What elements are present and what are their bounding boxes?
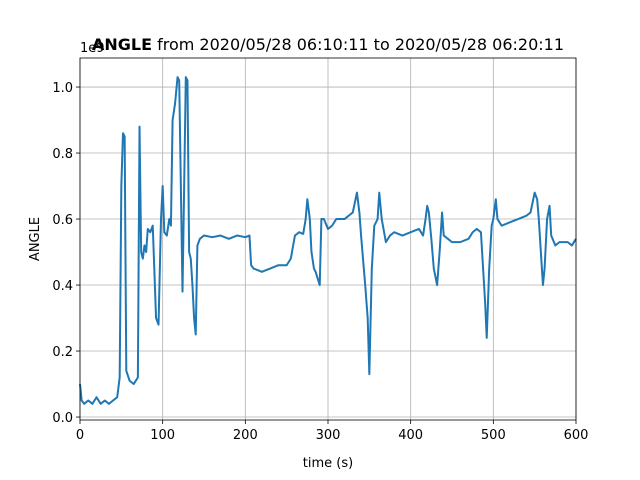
- x-tick-label: 100: [150, 428, 175, 443]
- y-tick-label: 0.6: [52, 213, 73, 228]
- plot-frame: [79, 57, 577, 421]
- title-bold: ANGLE: [92, 35, 152, 54]
- x-tick-label: 600: [564, 428, 589, 443]
- x-tick-label: 0: [76, 428, 84, 443]
- y-tick-label: 1.0: [52, 81, 73, 96]
- data-line: [79, 76, 577, 405]
- x-tick-label: 500: [481, 428, 506, 443]
- y-axis-label: ANGLE: [28, 217, 43, 261]
- y-offset-label: 1e9: [80, 41, 105, 56]
- x-tick-label: 300: [316, 428, 341, 443]
- x-tick-label: 400: [398, 428, 423, 443]
- chart-title: ANGLE from 2020/05/28 06:10:11 to 2020/0…: [92, 35, 564, 54]
- y-tick-label: 0.8: [52, 147, 73, 162]
- x-tick-label: 200: [233, 428, 258, 443]
- y-tick-label: 0.4: [52, 279, 73, 294]
- y-tick-label: 0.2: [52, 345, 73, 360]
- title-rest: from 2020/05/28 06:10:11 to 2020/05/28 0…: [157, 35, 564, 54]
- x-axis-label: time (s): [303, 456, 353, 471]
- y-tick-label: 0.0: [52, 411, 73, 426]
